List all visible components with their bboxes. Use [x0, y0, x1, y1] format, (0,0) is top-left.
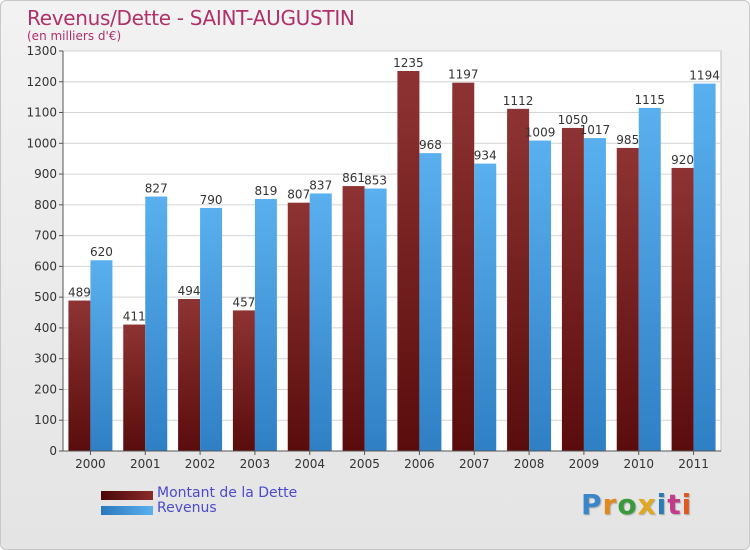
data-label-dette: 861: [342, 171, 365, 185]
bar-dette: [232, 310, 255, 451]
bar-revenus: [145, 196, 168, 451]
data-label-dette: 807: [287, 188, 310, 202]
y-tick-label: 1200: [26, 75, 57, 89]
bar-revenus: [638, 107, 661, 451]
bar-revenus: [309, 193, 332, 451]
bar-revenus: [583, 138, 606, 452]
data-label-dette: 1050: [558, 113, 589, 127]
logo-letter: o: [617, 488, 638, 521]
bar-dette: [287, 202, 310, 451]
data-label-revenus: 968: [419, 138, 442, 152]
bar-dette: [397, 71, 420, 451]
bar-dette: [123, 324, 146, 451]
bar-revenus: [419, 153, 442, 451]
y-tick-label: 400: [34, 321, 57, 335]
x-tick-label: 2005: [349, 457, 380, 471]
plot-area: [62, 50, 722, 452]
bar-dette: [561, 127, 584, 451]
bar-dette: [507, 108, 530, 451]
bar-revenus: [693, 83, 716, 451]
data-label-dette: 411: [123, 310, 146, 324]
bar-revenus: [200, 207, 223, 451]
data-label-revenus: 1194: [689, 69, 720, 83]
bar-dette: [342, 186, 365, 452]
data-label-revenus: 934: [474, 149, 497, 163]
logo-letter: t: [667, 488, 682, 521]
bar-revenus: [90, 260, 113, 451]
data-label-dette: 1112: [503, 94, 534, 108]
y-tick-label: 1100: [26, 106, 57, 120]
data-label-revenus: 1115: [634, 93, 665, 107]
proxiti-logo: Proxiti: [581, 488, 692, 521]
data-label-dette: 489: [68, 286, 91, 300]
y-tick-label: 500: [34, 290, 57, 304]
data-label-dette: 457: [232, 295, 255, 309]
bar-revenus: [364, 188, 387, 452]
x-tick-label: 2002: [185, 457, 216, 471]
data-label-revenus: 827: [145, 182, 168, 196]
x-tick-label: 2011: [678, 457, 709, 471]
data-label-dette: 1197: [448, 68, 479, 82]
data-label-dette: 494: [178, 284, 201, 298]
bar-dette: [616, 147, 639, 451]
y-tick-label: 300: [34, 352, 57, 366]
x-tick-label: 2009: [569, 457, 600, 471]
data-label-revenus: 620: [90, 245, 113, 259]
data-label-revenus: 790: [200, 193, 223, 207]
logo-letter: r: [602, 488, 618, 521]
data-label-revenus: 1009: [525, 126, 556, 140]
bar-dette: [452, 82, 475, 451]
y-tick-label: 100: [34, 413, 57, 427]
x-tick-label: 2008: [514, 457, 545, 471]
y-tick-label: 700: [34, 229, 57, 243]
bar-revenus: [529, 140, 552, 452]
data-label-dette: 1235: [393, 56, 424, 70]
bar-dette: [671, 167, 694, 451]
data-label-dette: 985: [616, 133, 639, 147]
bar-dette: [178, 299, 201, 451]
x-tick-label: 2006: [404, 457, 435, 471]
legend-label-revenus: Revenus: [157, 500, 217, 516]
x-tick-label: 2001: [130, 457, 161, 471]
data-label-revenus: 853: [364, 174, 387, 188]
legend-swatch-revenus: [101, 506, 153, 515]
x-tick-label: 2004: [294, 457, 325, 471]
y-tick-label: 0: [49, 444, 57, 458]
y-tick-label: 200: [34, 382, 57, 396]
y-tick-label: 800: [34, 198, 57, 212]
legend-label-dette: Montant de la Dette: [157, 485, 298, 501]
bar-revenus: [474, 163, 497, 451]
data-label-revenus: 1017: [580, 123, 611, 137]
x-tick-label: 2010: [623, 457, 654, 471]
x-tick-label: 2007: [459, 457, 490, 471]
logo-letter: i: [681, 488, 693, 521]
chart-title: Revenus/Dette - SAINT-AUGUSTIN: [27, 6, 355, 30]
data-label-revenus: 837: [309, 178, 332, 192]
x-tick-label: 2000: [75, 457, 106, 471]
bar-dette: [68, 300, 91, 451]
y-tick-label: 1300: [26, 44, 57, 58]
legend-swatch-dette: [101, 491, 153, 500]
data-label-dette: 920: [671, 153, 694, 167]
logo-letter: x: [637, 488, 657, 521]
bar-revenus: [254, 199, 277, 451]
y-tick-label: 900: [34, 167, 57, 181]
y-tick-label: 600: [34, 259, 57, 273]
logo-letter: P: [581, 488, 603, 521]
x-tick-label: 2003: [240, 457, 271, 471]
chart-subtitle: (en milliers d'€): [27, 29, 122, 43]
data-label-revenus: 819: [254, 184, 277, 198]
logo-letter: i: [656, 488, 668, 521]
y-tick-label: 1000: [26, 136, 57, 150]
